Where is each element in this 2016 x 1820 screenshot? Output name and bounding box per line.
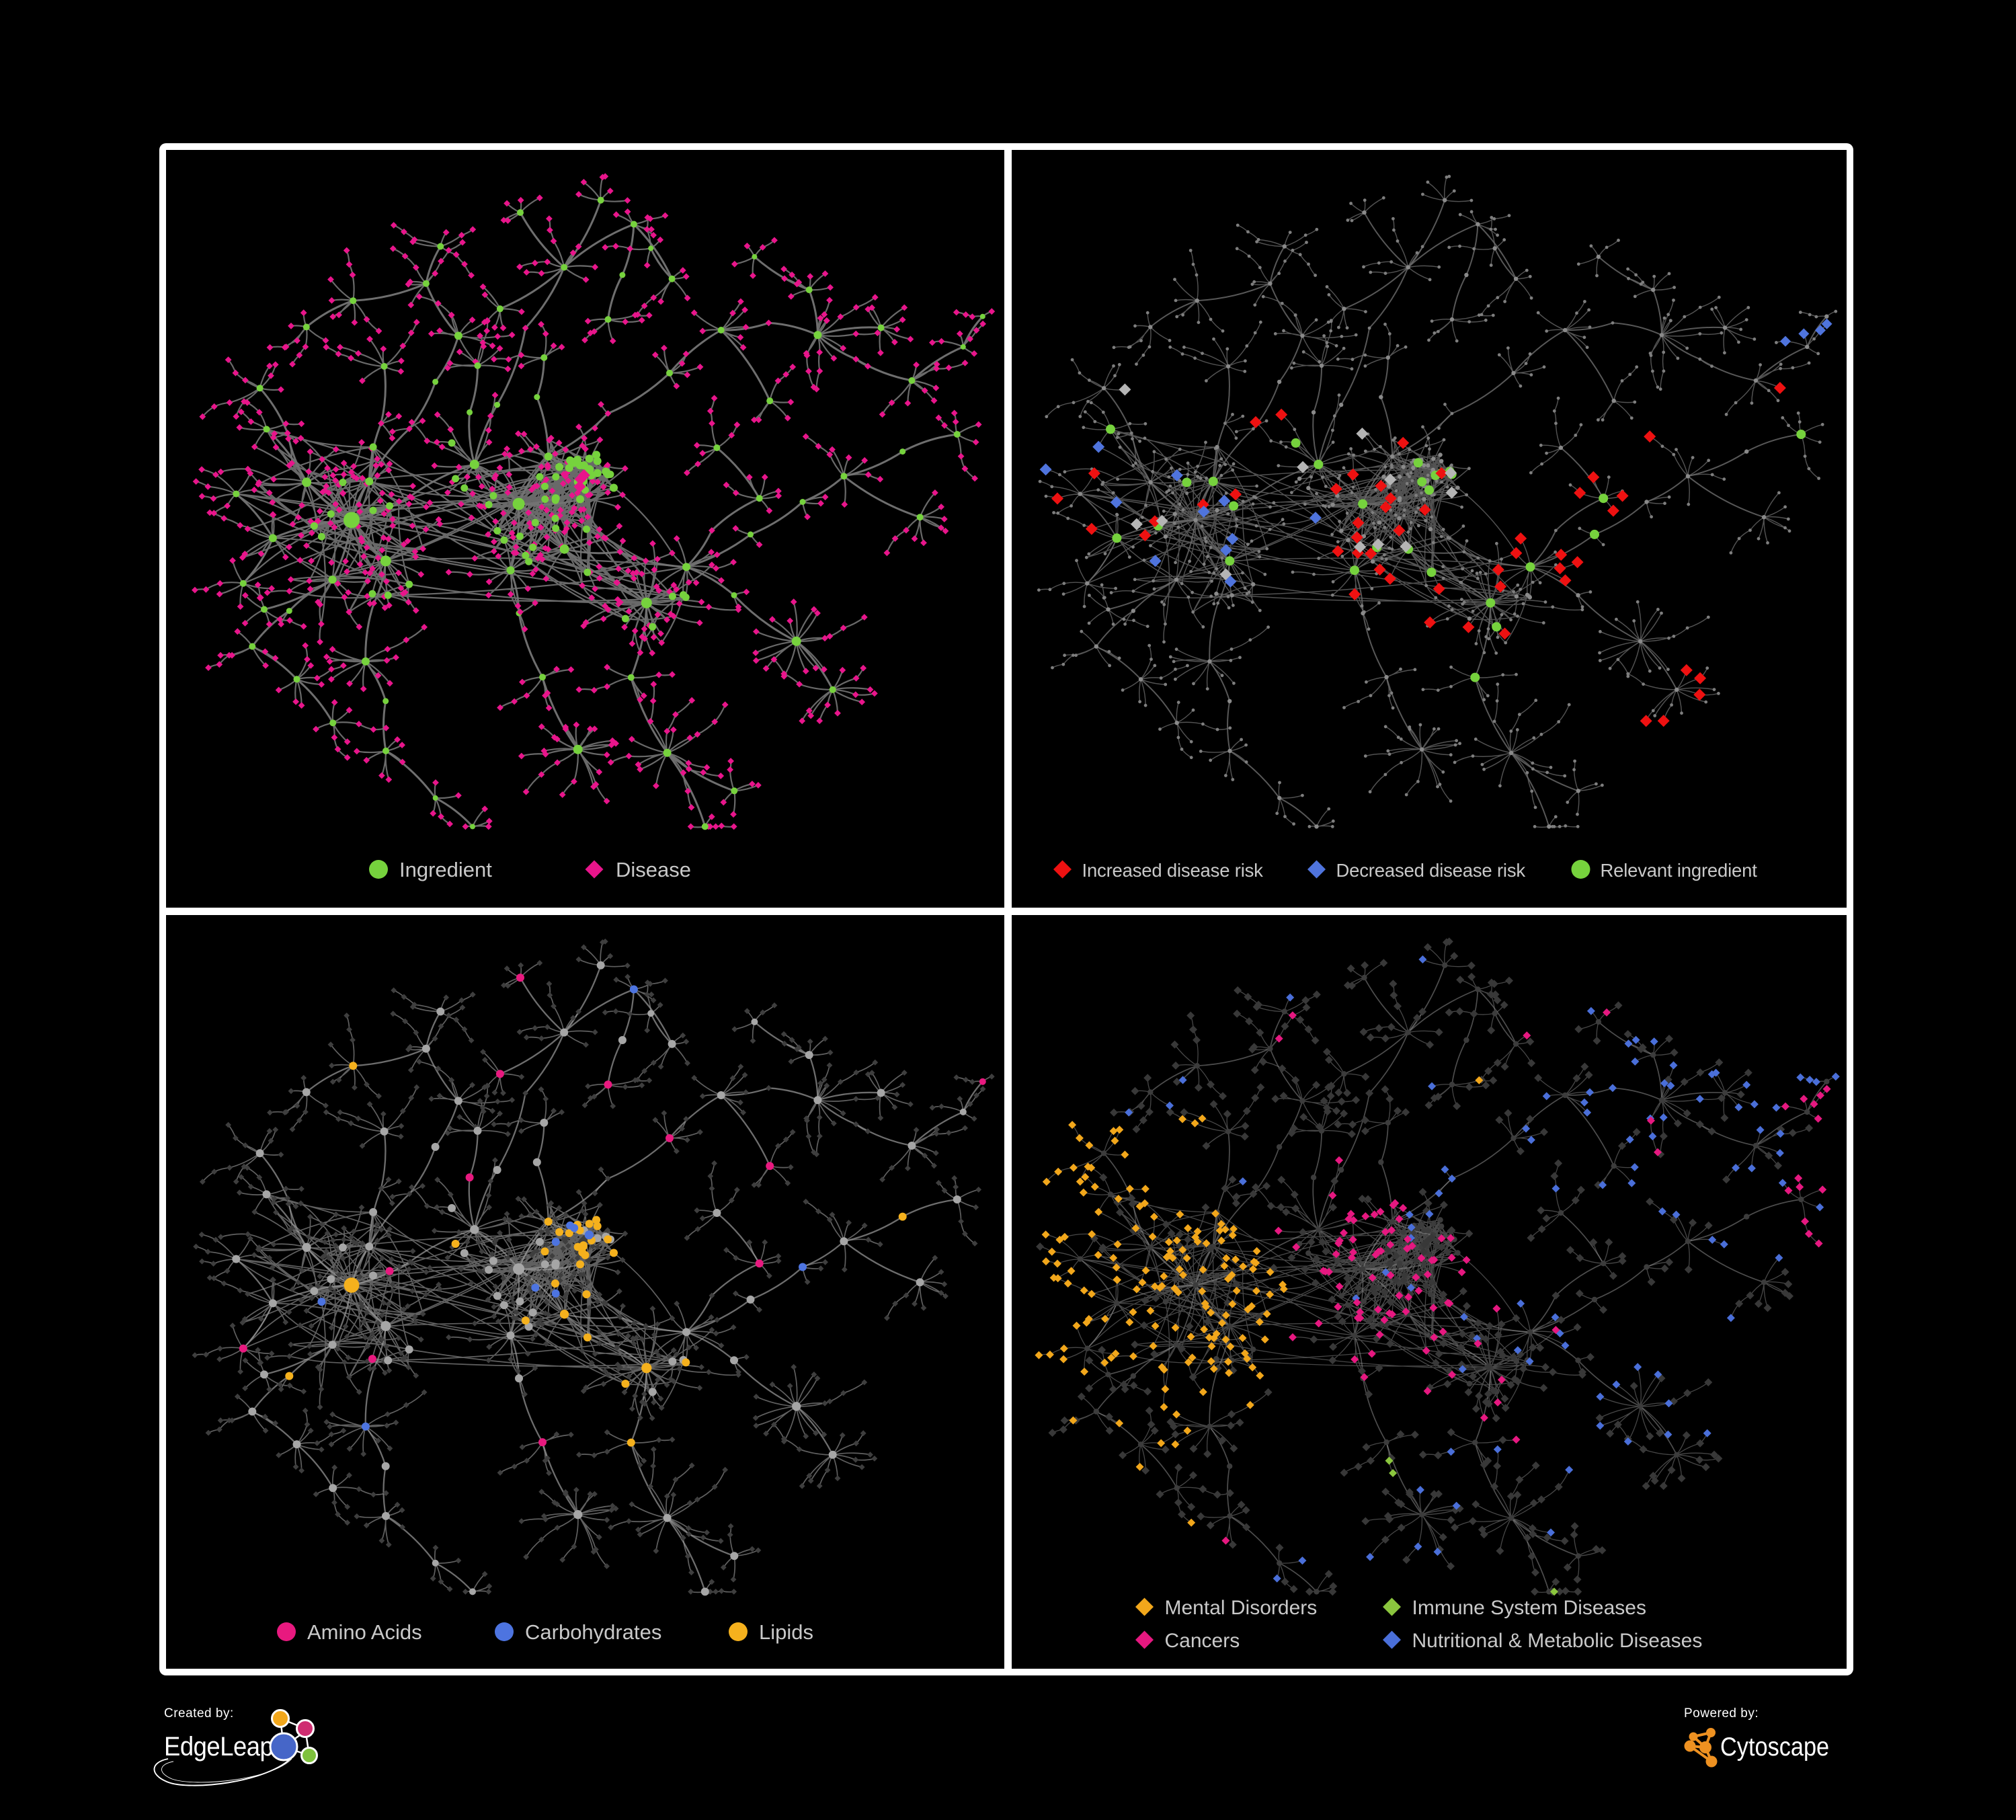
svg-text:Cancers: Cancers — [1165, 1630, 1240, 1652]
svg-text:Ingredient: Ingredient — [399, 858, 492, 881]
svg-text:Increased disease risk: Increased disease risk — [1082, 860, 1264, 881]
svg-text:Mental Disorders: Mental Disorders — [1165, 1597, 1318, 1619]
svg-text:Lipids: Lipids — [759, 1620, 813, 1644]
svg-text:Disease: Disease — [616, 858, 691, 881]
svg-text:Decreased disease risk: Decreased disease risk — [1336, 860, 1526, 881]
svg-text:Immune System Diseases: Immune System Diseases — [1412, 1597, 1646, 1619]
svg-text:Relevant ingredient: Relevant ingredient — [1601, 860, 1758, 881]
svg-text:Amino Acids: Amino Acids — [307, 1620, 422, 1644]
svg-text:Carbohydrates: Carbohydrates — [525, 1620, 661, 1644]
svg-text:Nutritional & Metabolic Diseas: Nutritional & Metabolic Diseases — [1412, 1630, 1703, 1652]
